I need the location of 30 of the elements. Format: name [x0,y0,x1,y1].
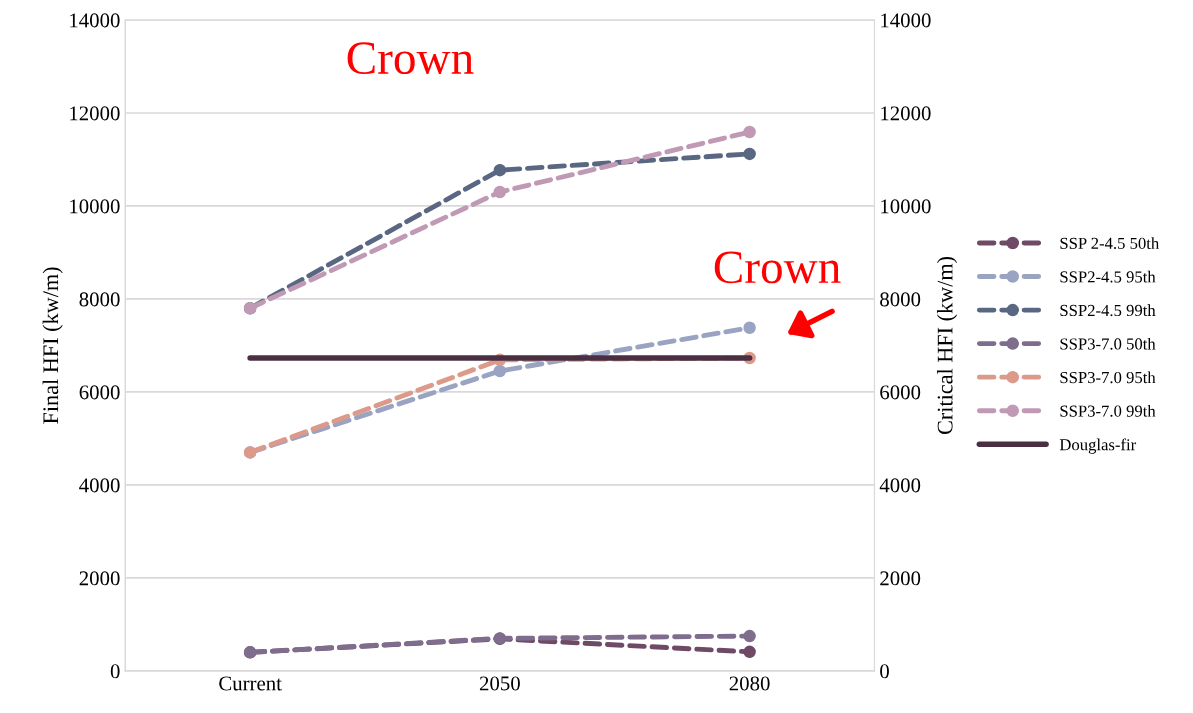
y-tick-label: 14000 [70,13,120,28]
y2-tick-label: 14000 [881,13,931,28]
y2-tick-label: 2000 [880,571,921,586]
y-tick-label: 10000 [70,199,120,214]
legend-label: Douglas-fir [1059,438,1137,454]
annotation: Crown [347,42,474,75]
legend-label: SSP2-4.5 95th [1060,270,1156,283]
y-tick-label: 6000 [79,385,120,400]
y2-tick-label: 6000 [880,385,921,400]
legend-label: SSP3-7.0 95th [1060,371,1156,384]
y-tick-label: 12000 [70,106,120,121]
y2-axis-title: Critical HFI (kw/m) [936,256,958,435]
x-tick-label: Current [219,676,282,691]
legend-label: SSP3-7.0 50th [1060,337,1156,350]
x-tick-label: 2080 [729,676,770,691]
y2-tick-label: 8000 [880,292,921,307]
x-tick-label: 2050 [479,676,520,691]
annotation: Crown [714,251,841,284]
legend-label: SSP2-4.5 99th [1060,304,1156,317]
y2-tick-label: 4000 [879,478,921,493]
y-axis-title: Final HFI (kw/m) [42,267,63,424]
y2-tick-label: 12000 [881,106,931,121]
y2-tick-label: 0 [880,664,889,679]
y2-tick-label: 10000 [881,199,931,214]
y-tick-label: 0 [110,664,120,679]
y-tick-label: 8000 [79,292,120,307]
y-tick-label: 4000 [79,478,120,493]
legend-label: SSP 2-4.5 50th [1060,237,1160,250]
y-tick-label: 2000 [79,571,120,586]
legend-label: SSP3-7.0 99th [1060,404,1156,417]
